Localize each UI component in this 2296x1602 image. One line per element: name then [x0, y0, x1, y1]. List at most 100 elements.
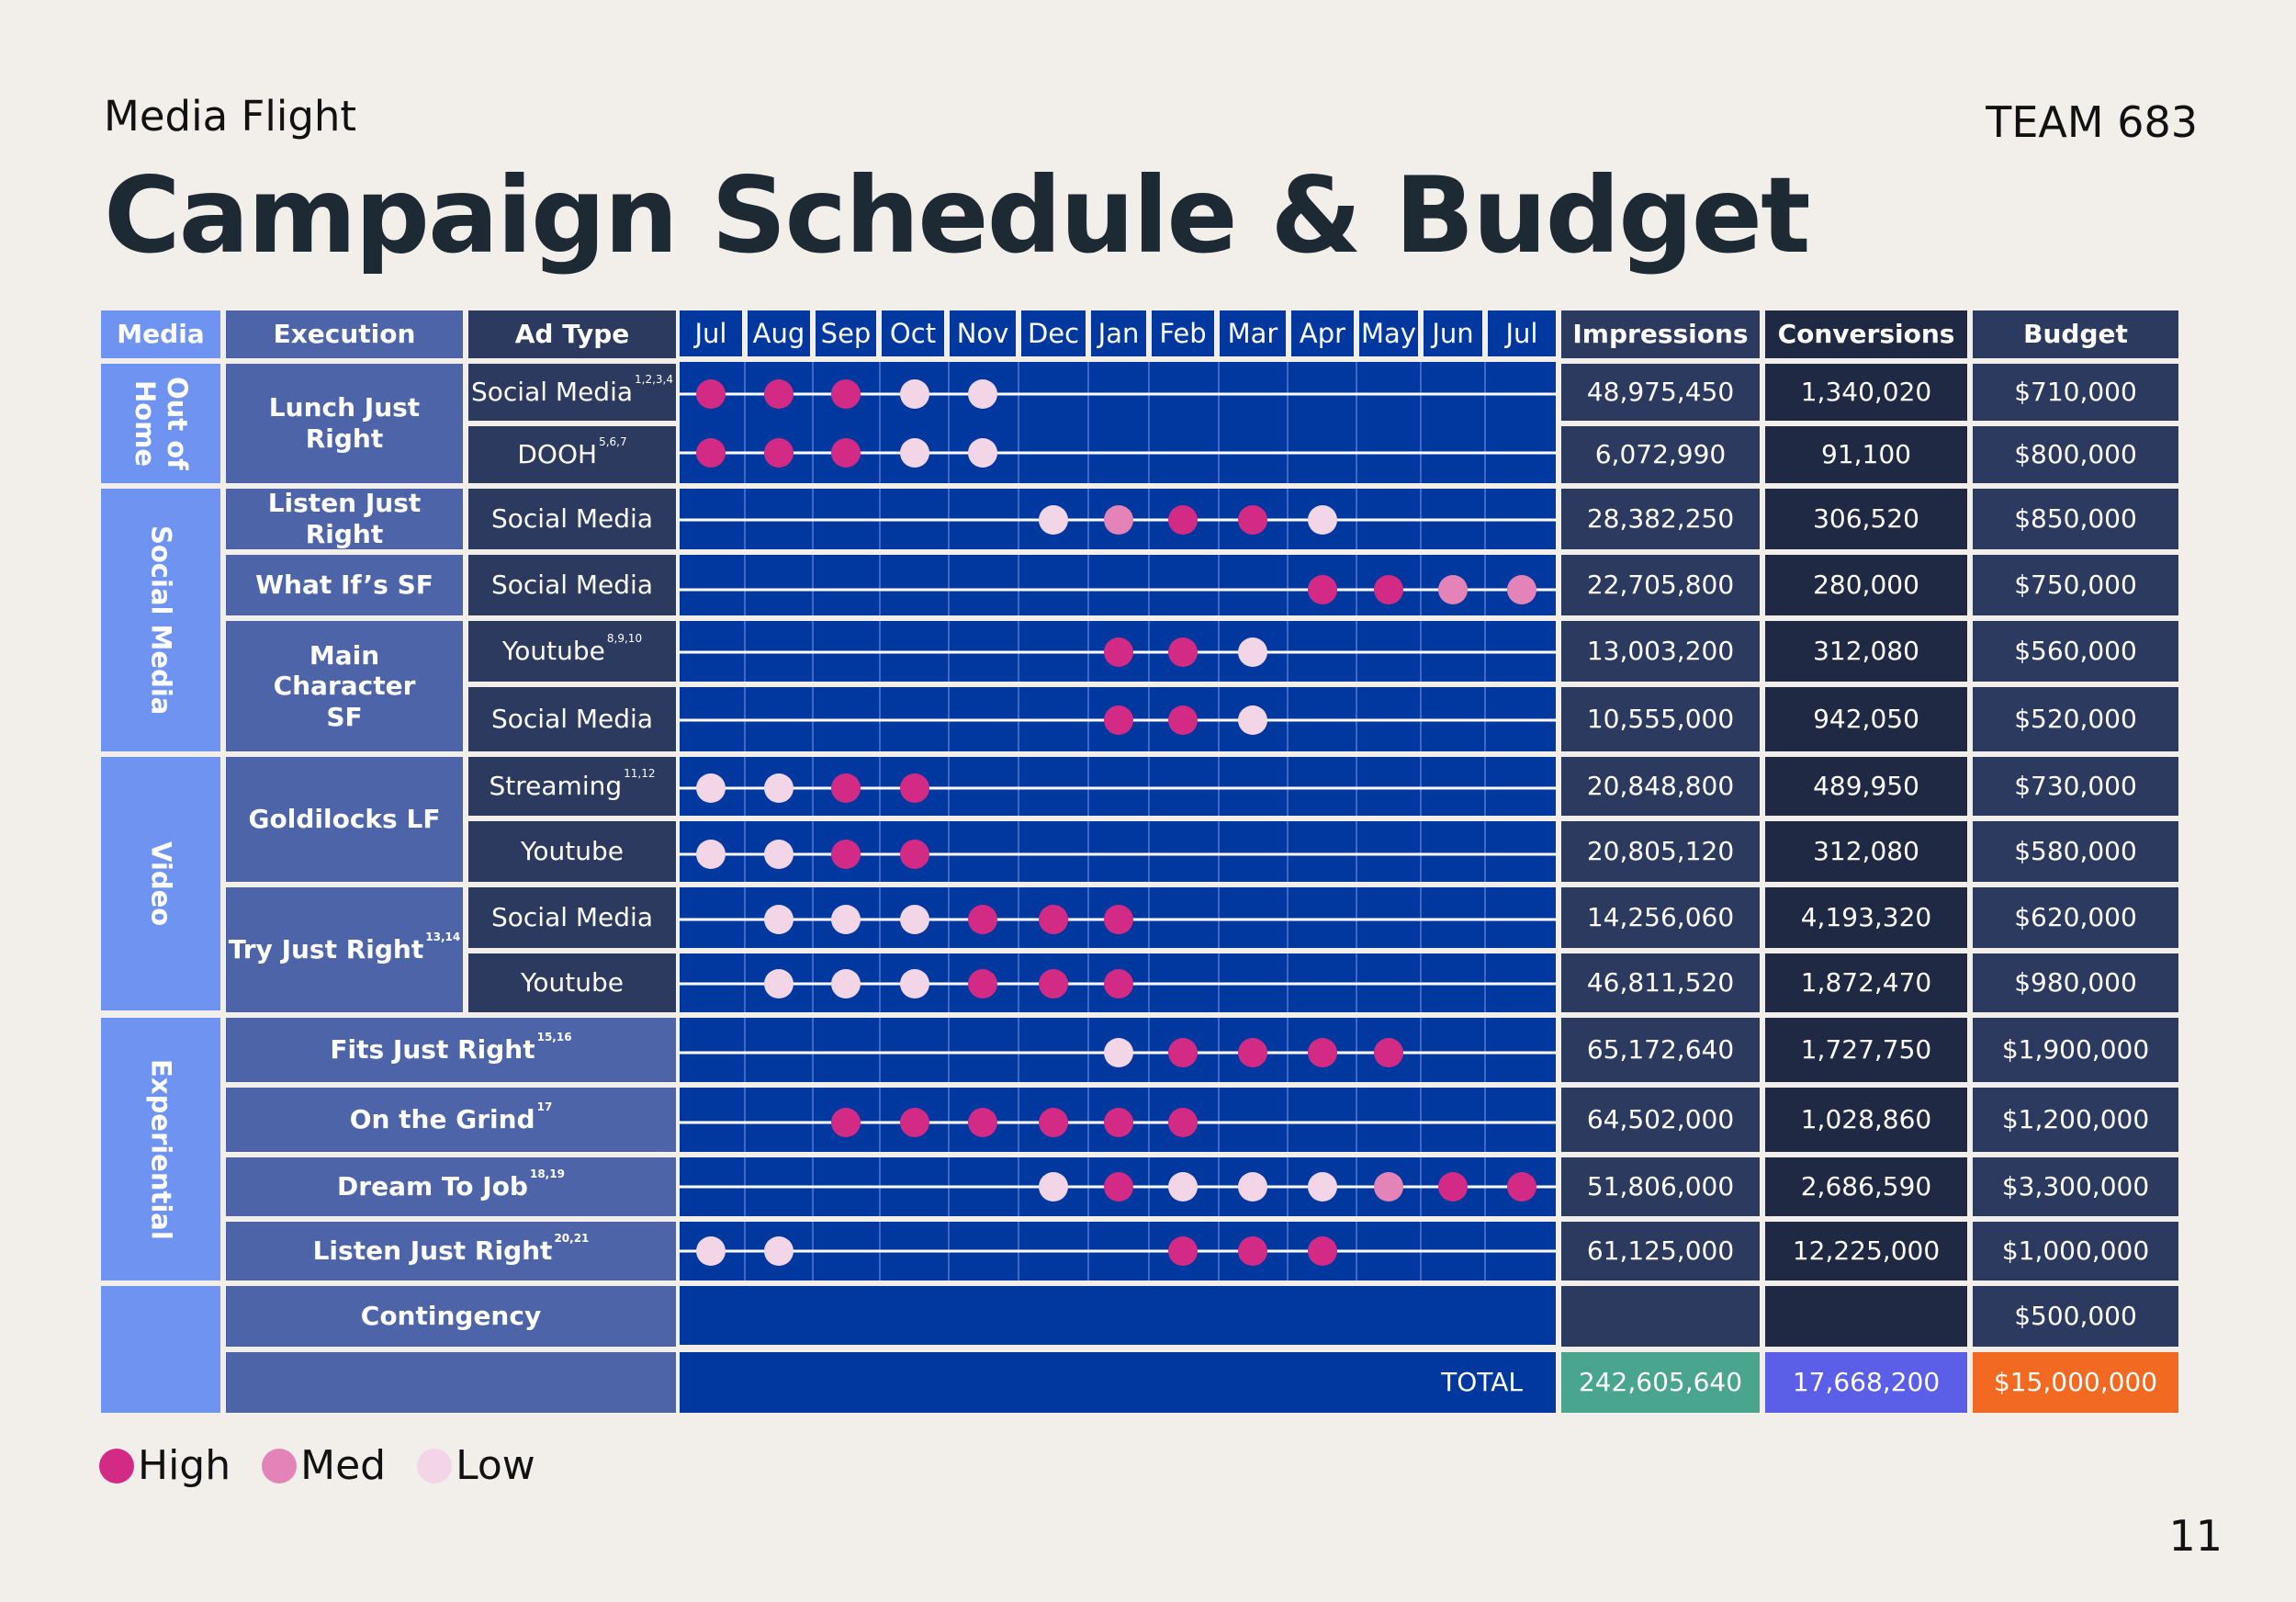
month-header: Jul — [1488, 310, 1556, 356]
flight-dot-low — [1238, 637, 1267, 667]
flight-dot-high — [1039, 1108, 1068, 1137]
flight-dot-high — [968, 905, 997, 934]
execution-cell: Listen Just Right — [226, 488, 463, 549]
flight-dot-high — [1104, 1172, 1133, 1202]
execution-cell: Fits Just Right 15,16 — [226, 1018, 676, 1082]
conversions-cell: 2,686,590 — [1765, 1157, 1967, 1216]
ad-type-cell: Social Media — [468, 887, 676, 948]
row-separator — [680, 615, 1556, 621]
media-group-video: Video — [101, 757, 220, 1010]
execution-cell-blank — [226, 1352, 676, 1413]
conversions-cell: 4,193,320 — [1765, 887, 1967, 948]
row-separator — [680, 1216, 1556, 1222]
execution-cell: Goldilocks LF — [226, 757, 463, 882]
impressions-cell: 14,256,060 — [1561, 887, 1760, 948]
impressions-cell: 13,003,200 — [1561, 621, 1760, 682]
budget-cell: $520,000 — [1973, 687, 2178, 751]
flight-dot-low — [968, 438, 997, 468]
row-separator — [680, 1280, 1556, 1286]
flight-dot-high — [1374, 1038, 1403, 1067]
flight-dot-low — [764, 1236, 793, 1266]
high-dot-icon — [99, 1448, 134, 1484]
flight-dot-low — [764, 969, 793, 998]
flight-dot-med — [1374, 1172, 1403, 1202]
row-separator — [680, 682, 1556, 687]
flight-dot-med — [1104, 505, 1133, 535]
flight-dot-high — [696, 379, 726, 409]
row-separator — [680, 948, 1556, 953]
flight-dot-low — [764, 905, 793, 934]
legend-item-high: High — [99, 1442, 231, 1489]
med-dot-icon — [262, 1448, 298, 1484]
month-header: Feb — [1152, 310, 1214, 356]
conversions-cell: 1,727,750 — [1765, 1018, 1967, 1082]
media-group-out-of-home: Out of Home — [101, 364, 220, 483]
month-header: Apr — [1291, 310, 1354, 356]
flight-dot-low — [831, 969, 861, 998]
flight-dot-low — [764, 840, 793, 869]
flight-dot-high — [831, 379, 861, 409]
ad-type-cell: Youtube — [468, 953, 676, 1012]
flight-dot-low — [1308, 1172, 1337, 1202]
impressions-cell: 20,848,800 — [1561, 757, 1760, 816]
flight-dot-high — [1168, 637, 1198, 667]
flight-dot-low — [1039, 1172, 1068, 1202]
flight-dot-low — [900, 969, 929, 998]
row-separator — [680, 816, 1556, 821]
flight-dot-low — [1238, 705, 1267, 735]
flight-dot-high — [1039, 969, 1068, 998]
legend-item-low: Low — [417, 1442, 535, 1489]
ad-type-cell: Streaming 11,12 — [468, 757, 676, 816]
flight-dot-low — [696, 773, 726, 803]
impressions-cell: 61,125,000 — [1561, 1222, 1760, 1280]
flight-dot-high — [831, 840, 861, 869]
flight-dot-low — [900, 438, 929, 468]
ad-type-cell: DOOH 5,6,7 — [468, 426, 676, 483]
conversions-cell: 306,520 — [1765, 489, 1967, 549]
team-label: TEAM 683 — [1986, 97, 2198, 147]
flight-dot-high — [1104, 637, 1133, 667]
total-budget: $15,000,000 — [1973, 1352, 2178, 1413]
budget-cell: $500,000 — [1973, 1286, 2178, 1347]
flight-dot-high — [696, 438, 726, 468]
budget-cell: $1,000,000 — [1973, 1222, 2178, 1280]
legend-item-med: Med — [262, 1442, 386, 1489]
flight-dot-low — [1039, 505, 1068, 535]
row-separator — [680, 549, 1556, 555]
month-header: Mar — [1220, 310, 1286, 356]
flight-dot-low — [1168, 1172, 1198, 1202]
month-header: Oct — [882, 310, 944, 356]
impressions-cell: 65,172,640 — [1561, 1018, 1760, 1082]
budget-cell: $850,000 — [1973, 489, 2178, 549]
row-separator — [680, 1152, 1556, 1157]
flight-dot-high — [1438, 1172, 1468, 1202]
execution-cell: Contingency — [226, 1286, 676, 1347]
flight-dot-med — [1438, 575, 1468, 604]
budget-cell: $710,000 — [1973, 364, 2178, 421]
conversions-cell: 312,080 — [1765, 821, 1967, 882]
row-separator — [680, 882, 1556, 887]
flight-dot-low — [1308, 505, 1337, 535]
flight-dot-high — [1168, 1038, 1198, 1067]
flight-dot-high — [900, 773, 929, 803]
flight-dot-high — [1104, 969, 1133, 998]
ad-type-column-header: Ad Type — [468, 310, 676, 358]
impressions-cell: 20,805,120 — [1561, 821, 1760, 882]
media-group-blank — [101, 1286, 220, 1413]
flight-dot-high — [1308, 575, 1337, 604]
flight-dot-high — [1168, 1236, 1198, 1266]
media-column-header: Media — [101, 310, 220, 358]
month-header: Jul — [680, 310, 742, 356]
page-subtitle: Media Flight — [104, 92, 357, 141]
flight-dot-low — [1238, 1172, 1267, 1202]
ad-type-cell: Social Media — [468, 489, 676, 549]
flight-dot-high — [764, 379, 793, 409]
conversions-cell: 942,050 — [1765, 687, 1967, 751]
impressions-cell: 46,811,520 — [1561, 953, 1760, 1012]
budget-cell: $800,000 — [1973, 426, 2178, 483]
flight-dot-low — [900, 379, 929, 409]
flight-dot-high — [1238, 1038, 1267, 1067]
budget-cell: $620,000 — [1973, 887, 2178, 948]
impressions-cell: 64,502,000 — [1561, 1088, 1760, 1152]
media-group-social-media: Social Media — [101, 489, 220, 751]
